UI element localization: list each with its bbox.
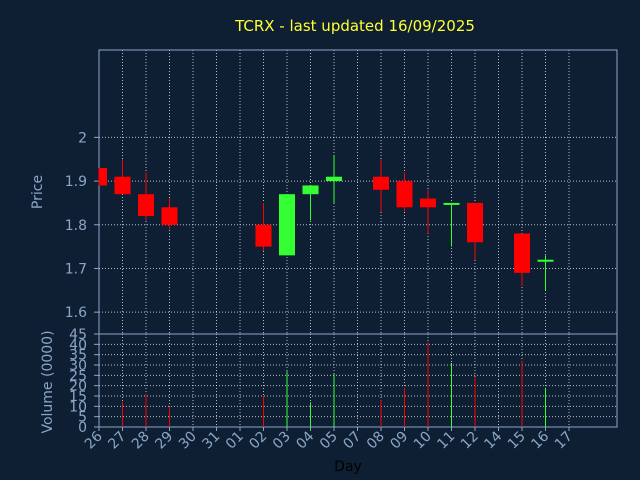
day-tick-label: 08 xyxy=(364,429,388,453)
day-tick-label: 03 xyxy=(270,429,294,453)
volume-tick-label: 25 xyxy=(69,368,87,384)
volume-axis-label: Volume (0000) xyxy=(40,330,56,433)
day-tick-label: 30 xyxy=(176,429,200,453)
candle-body xyxy=(279,194,295,256)
candle-body xyxy=(114,176,131,195)
day-tick-label: 11 xyxy=(434,429,458,453)
candle-body xyxy=(537,259,554,262)
day-tick-label: 27 xyxy=(105,429,129,453)
volume-tick-label: 0 xyxy=(78,420,87,436)
candle-body xyxy=(514,233,530,273)
volume-tick-label: 30 xyxy=(69,358,87,374)
volume-tick-label: 20 xyxy=(69,379,87,395)
day-tick-label: 29 xyxy=(152,429,176,453)
candle-body xyxy=(373,176,389,190)
grid-lines xyxy=(99,50,617,427)
candle-body xyxy=(161,207,178,225)
day-tick-label: 31 xyxy=(199,429,223,453)
candle-body xyxy=(255,224,272,247)
candle-body xyxy=(326,176,342,182)
candle-body xyxy=(443,202,460,205)
volume-tick-label: 35 xyxy=(69,348,87,364)
day-tick-label: 07 xyxy=(340,429,364,453)
day-tick-label: 16 xyxy=(528,428,552,452)
day-tick-label: 15 xyxy=(505,429,529,453)
price-tick-label: 1.8 xyxy=(65,218,87,234)
candle-body xyxy=(99,167,107,186)
day-tick-label: 01 xyxy=(223,429,247,453)
volume-tick-label: 5 xyxy=(78,410,87,426)
volume-tick-label: 45 xyxy=(69,327,87,343)
volume-tick-label: 10 xyxy=(69,399,87,415)
candle-body xyxy=(467,202,483,243)
price-tick-label: 2 xyxy=(78,130,87,146)
day-tick-label: 05 xyxy=(317,429,341,453)
day-tick-label: 04 xyxy=(293,428,317,452)
chart-title: TCRX - last updated 16/09/2025 xyxy=(234,17,475,35)
day-axis-label: Day xyxy=(334,459,362,475)
day-tick-label: 14 xyxy=(481,428,505,452)
candle-body xyxy=(420,198,436,208)
day-tick-label: 12 xyxy=(458,429,482,453)
day-tick-label: 28 xyxy=(129,429,153,453)
volume-tick-label: 15 xyxy=(69,389,87,405)
day-tick-label: 02 xyxy=(246,429,270,453)
price-tick-label: 1.7 xyxy=(65,261,87,277)
day-tick-label: 09 xyxy=(387,429,411,453)
volume-panel-frame xyxy=(98,333,618,428)
day-tick-label: 10 xyxy=(411,429,435,453)
price-tick-label: 1.6 xyxy=(65,305,87,321)
volume-tick-label: 40 xyxy=(69,337,87,353)
candle-body xyxy=(302,185,319,195)
price-axis-label: Price xyxy=(30,175,46,209)
candle-body xyxy=(396,181,413,208)
candle-body xyxy=(138,194,154,217)
day-tick-label: 17 xyxy=(552,429,576,453)
price-tick-label: 1.9 xyxy=(65,174,87,190)
